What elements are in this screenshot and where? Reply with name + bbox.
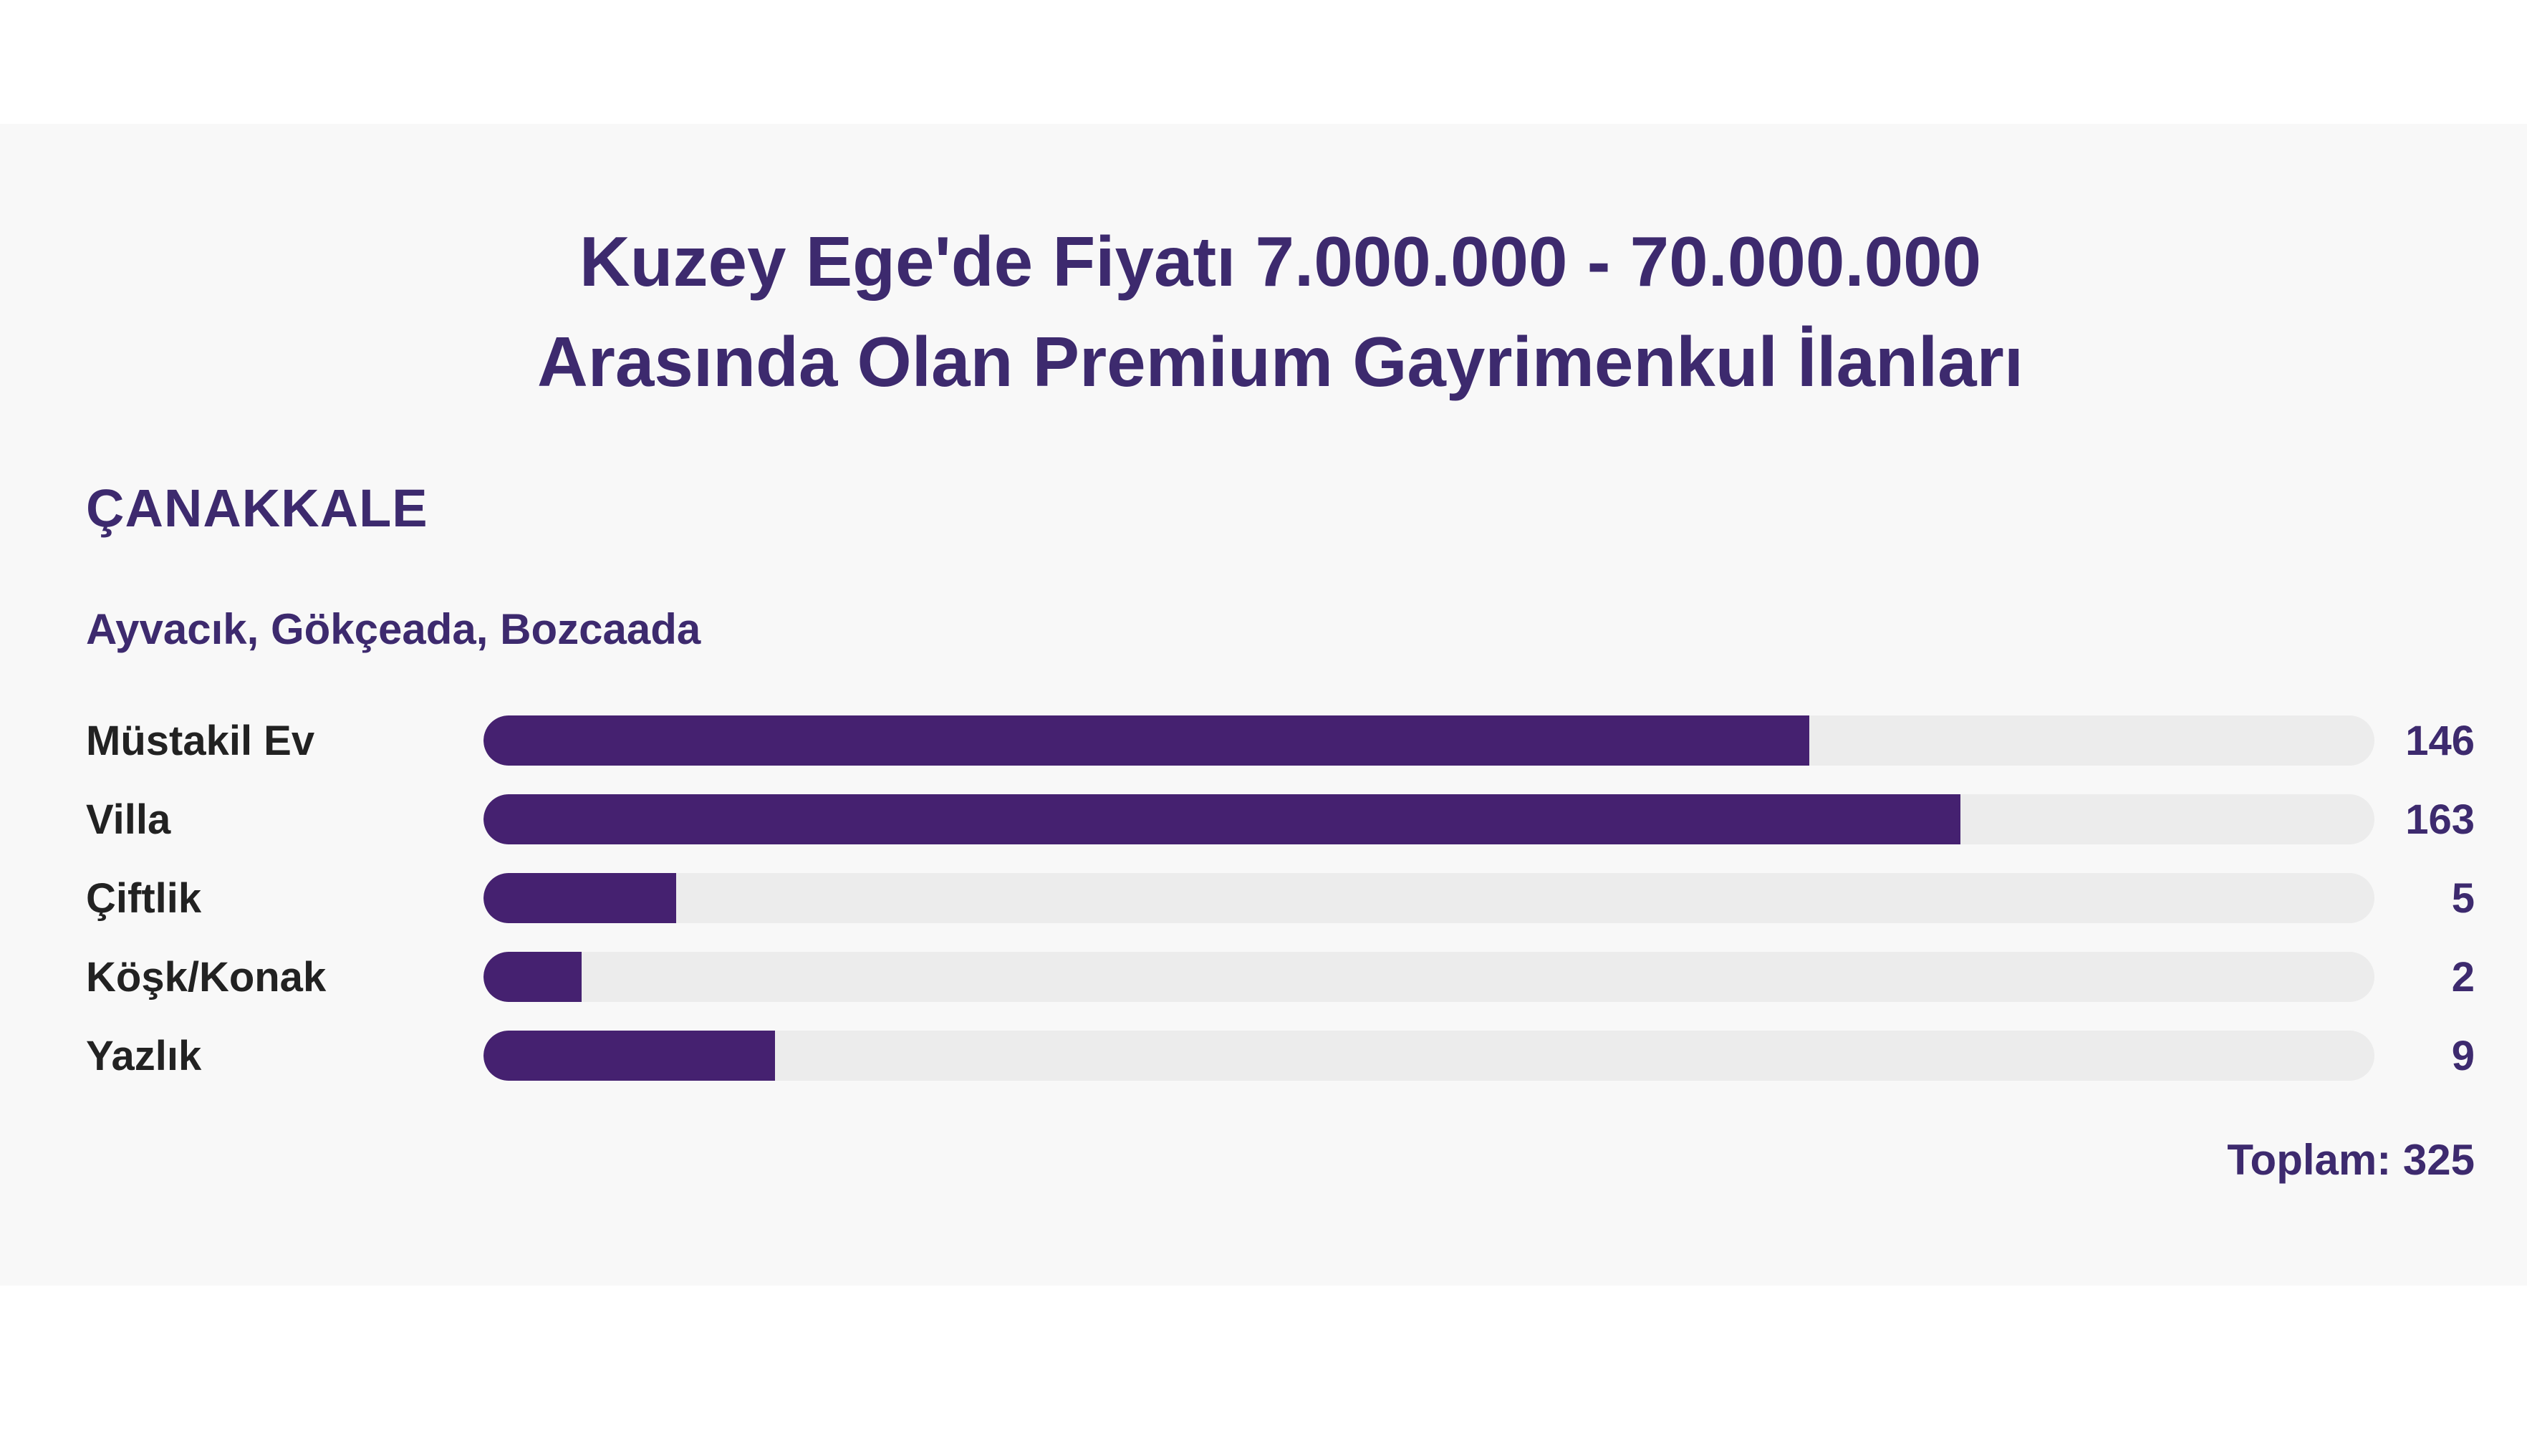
bar-value: 9 [2451,1032,2475,1079]
bar-row: Çiftlik 5 [86,873,2475,923]
chart-title-line2: Arasında Olan Premium Gayrimenkul İlanla… [536,322,2024,401]
bar-label: Çiftlik [86,874,202,922]
bar-value: 5 [2451,874,2475,922]
bar-row: Villa 163 [86,794,2475,844]
bar-fill [483,1031,775,1081]
bar-row: Yazlık 9 [86,1031,2475,1081]
bar-track [483,873,2374,923]
bar-fill [483,794,1960,844]
bar-label: Köşk/Konak [86,953,327,1001]
bar-track [483,794,2374,844]
bar-label: Villa [86,796,171,843]
chart-title: Kuzey Ege'de Fiyatı 7.000.000 - 70.000.0… [86,211,2475,412]
chart-card: Kuzey Ege'de Fiyatı 7.000.000 - 70.000.0… [0,124,2527,1286]
region-subtitle: Ayvacık, Gökçeada, Bozcaada [86,605,701,653]
bar-rows: Müstakil Ev 146 Villa 163 Çiftlik 5 Köşk… [86,715,2475,1081]
bar-label: Yazlık [86,1032,202,1079]
chart-title-line1: Kuzey Ege'de Fiyatı 7.000.000 - 70.000.0… [579,222,1982,301]
bar-fill [483,715,1809,766]
chart-content: Kuzey Ege'de Fiyatı 7.000.000 - 70.000.0… [0,124,2527,1286]
bar-value: 163 [2405,796,2475,843]
bar-value: 146 [2405,717,2475,764]
bar-label: Müstakil Ev [86,717,315,764]
total-label: Toplam: 325 [2227,1136,2475,1184]
bar-track [483,715,2374,766]
bar-track [483,952,2374,1002]
bar-row: Müstakil Ev 146 [86,715,2475,766]
bar-value: 2 [2451,953,2475,1001]
region-heading: ÇANAKKALE [86,478,428,538]
bar-row: Köşk/Konak 2 [86,952,2475,1002]
bar-track [483,1031,2374,1081]
bar-fill [483,873,677,923]
bar-fill [483,952,582,1002]
